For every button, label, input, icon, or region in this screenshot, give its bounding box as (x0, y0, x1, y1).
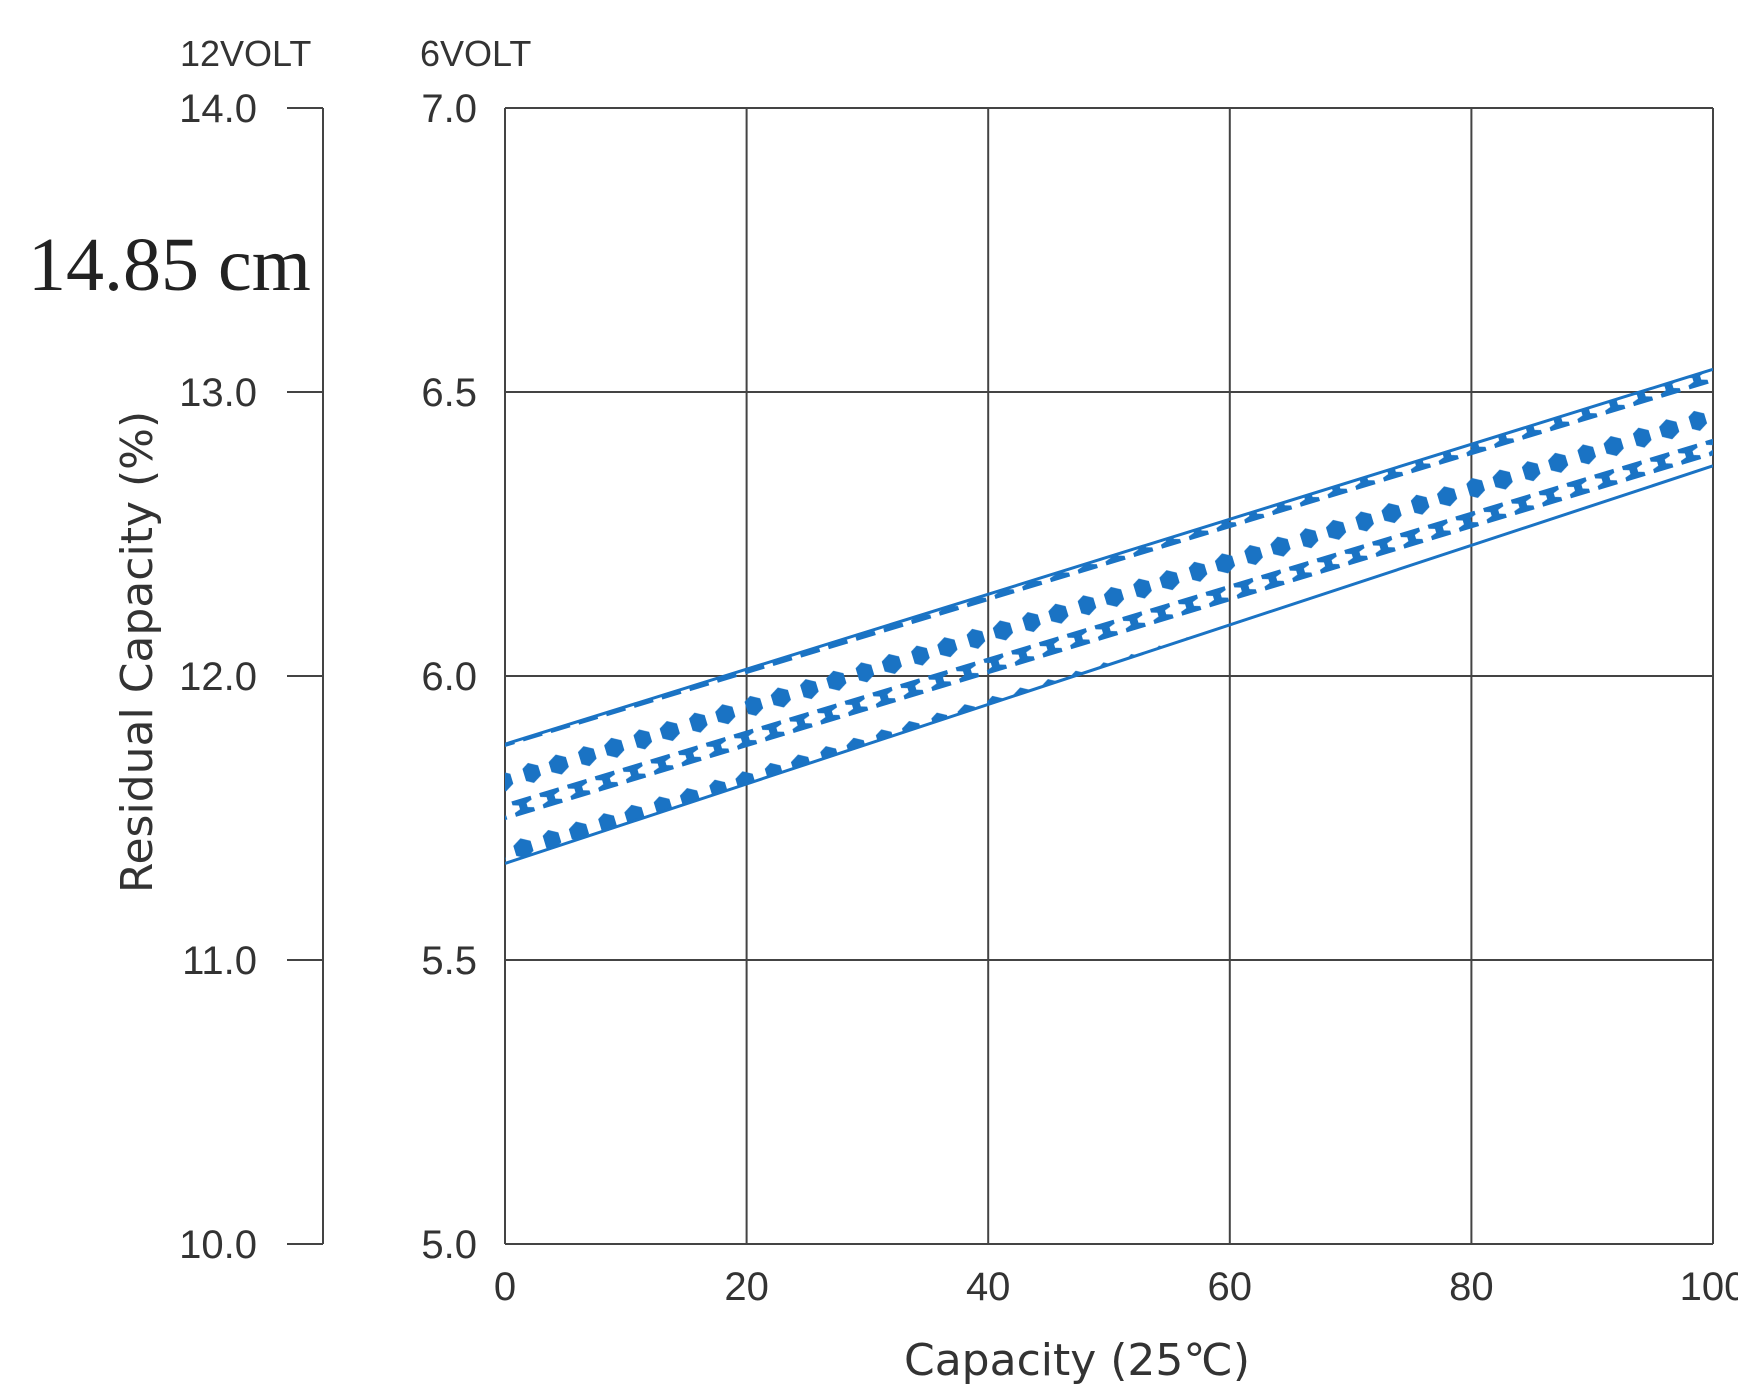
tick-x-3: 60 (1208, 1265, 1253, 1309)
tick-12v-2: 12.0 (179, 655, 257, 699)
dimension-annotation: 14.85 cm (28, 223, 311, 307)
tick-x-2: 40 (966, 1265, 1011, 1309)
band-lower-edge (505, 464, 1713, 865)
header-12v: 12VOLT (180, 33, 311, 74)
tick-x-4: 80 (1449, 1265, 1494, 1309)
tick-6v-3: 6.5 (421, 371, 477, 415)
capacity-band (505, 369, 1713, 864)
y-axis-title: Residual Capacity (%) (112, 411, 163, 893)
x-axis-title: Capacity (25℃) (904, 1335, 1250, 1386)
tick-12v-0: 10.0 (179, 1223, 257, 1267)
tick-6v-1: 5.5 (421, 939, 477, 983)
tick-12v-1: 11.0 (182, 939, 257, 983)
band-upper-edge (505, 367, 1713, 746)
tick-12v-3: 13.0 (179, 371, 257, 415)
tick-x-5: 100 (1680, 1265, 1738, 1309)
tick-6v-4: 7.0 (421, 87, 477, 131)
header-6v: 6VOLT (420, 33, 531, 74)
tick-12v-4: 14.0 (179, 87, 257, 131)
ticks-12v: 10.0 11.0 12.0 13.0 14.0 (179, 87, 323, 1267)
plot-grid (504, 107, 1714, 1245)
tick-6v-0: 5.0 (421, 1223, 477, 1267)
tick-6v-2: 6.0 (421, 655, 477, 699)
tick-x-1: 20 (724, 1265, 769, 1309)
ticks-6v: 5.0 5.5 6.0 6.5 7.0 (421, 87, 477, 1267)
ticks-x: 0 20 40 60 80 100 (494, 1265, 1738, 1309)
tick-x-0: 0 (494, 1265, 516, 1309)
